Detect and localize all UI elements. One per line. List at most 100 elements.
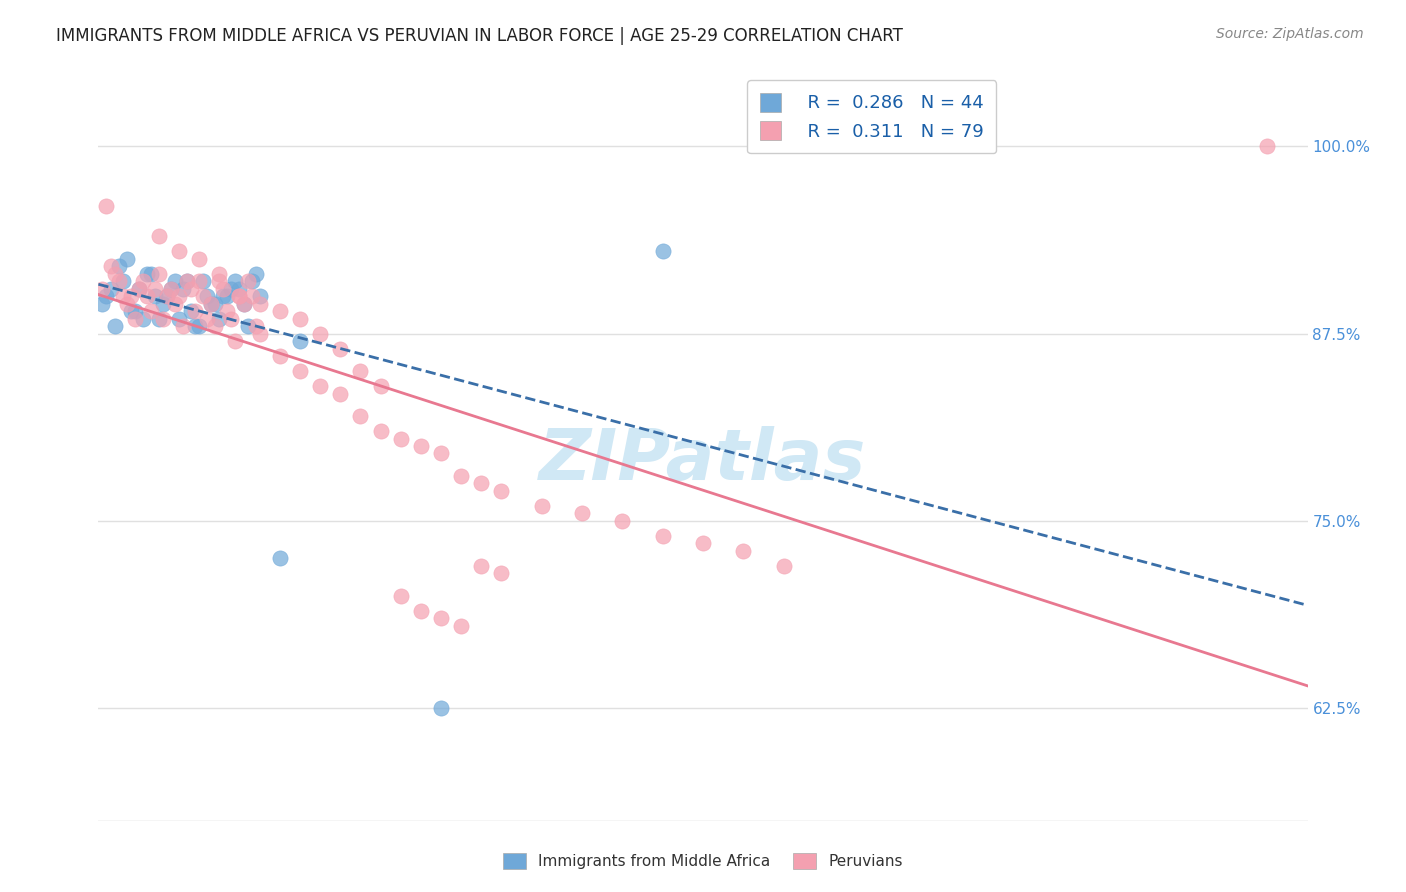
Point <box>309 379 332 393</box>
Point <box>100 259 122 273</box>
Point <box>184 319 207 334</box>
Point <box>204 296 226 310</box>
Point <box>195 311 218 326</box>
Text: ZIPatlas: ZIPatlas <box>540 426 866 495</box>
Point <box>245 319 267 334</box>
Point <box>491 566 513 581</box>
Point <box>167 244 190 259</box>
Point <box>288 311 311 326</box>
Point <box>309 326 332 341</box>
Point <box>163 296 186 310</box>
Point <box>370 424 392 438</box>
Point <box>208 311 231 326</box>
Point <box>91 282 114 296</box>
Point <box>288 334 311 348</box>
Point <box>132 274 155 288</box>
Point <box>180 282 202 296</box>
Text: Source: ZipAtlas.com: Source: ZipAtlas.com <box>1216 27 1364 41</box>
Point <box>195 289 218 303</box>
Point <box>135 289 157 303</box>
Point <box>143 289 166 303</box>
Point <box>733 544 755 558</box>
Point <box>370 379 392 393</box>
Point <box>91 296 114 310</box>
Point <box>96 289 118 303</box>
Point <box>124 311 146 326</box>
Point <box>160 282 183 296</box>
Point <box>329 386 352 401</box>
Point <box>188 274 211 288</box>
Point <box>249 326 271 341</box>
Point <box>128 282 150 296</box>
Point <box>193 274 215 288</box>
Point <box>349 409 371 423</box>
Point <box>152 311 174 326</box>
Point <box>232 296 254 310</box>
Point <box>221 282 243 296</box>
Point <box>269 551 291 566</box>
Point <box>245 267 267 281</box>
Point <box>103 319 125 334</box>
Point <box>329 342 352 356</box>
Point <box>100 282 122 296</box>
Point <box>167 289 190 303</box>
Point <box>217 304 239 318</box>
Point <box>470 558 492 573</box>
Point <box>450 469 472 483</box>
Point <box>132 311 155 326</box>
Point <box>160 282 183 296</box>
Point <box>240 289 263 303</box>
Point <box>228 289 250 303</box>
Point <box>389 589 412 603</box>
Point <box>188 319 211 334</box>
Point <box>208 267 231 281</box>
Point <box>249 296 271 310</box>
Point <box>120 289 142 303</box>
Point <box>651 244 673 259</box>
Text: IMMIGRANTS FROM MIDDLE AFRICA VS PERUVIAN IN LABOR FORCE | AGE 25-29 CORRELATION: IMMIGRANTS FROM MIDDLE AFRICA VS PERUVIA… <box>56 27 903 45</box>
Point <box>172 319 194 334</box>
Point <box>217 289 239 303</box>
Point <box>409 604 432 618</box>
Point <box>571 507 593 521</box>
Point <box>103 267 125 281</box>
Point <box>228 289 250 303</box>
Point <box>148 229 170 244</box>
Point <box>128 282 150 296</box>
Point <box>430 611 453 625</box>
Point <box>232 296 254 310</box>
Point <box>409 439 432 453</box>
Legend: Immigrants from Middle Africa, Peruvians: Immigrants from Middle Africa, Peruvians <box>496 847 910 875</box>
Point <box>135 267 157 281</box>
Point <box>349 364 371 378</box>
Point <box>221 311 243 326</box>
Point <box>180 304 202 318</box>
Point <box>156 289 179 303</box>
Point <box>772 558 794 573</box>
Point <box>172 282 194 296</box>
Point <box>228 282 250 296</box>
Point <box>249 289 271 303</box>
Point <box>240 274 263 288</box>
Point <box>269 304 291 318</box>
Point <box>111 289 134 303</box>
Point <box>491 483 513 498</box>
Point <box>651 529 673 543</box>
Point <box>236 274 259 288</box>
Point <box>530 499 553 513</box>
Point <box>193 289 215 303</box>
Point <box>124 304 146 318</box>
Point <box>389 432 412 446</box>
Point <box>156 289 179 303</box>
Point <box>450 619 472 633</box>
Point <box>470 476 492 491</box>
Point <box>288 364 311 378</box>
Point <box>120 304 142 318</box>
Point <box>188 252 211 266</box>
Point <box>612 514 634 528</box>
Point <box>139 304 162 318</box>
Point <box>208 274 231 288</box>
Point <box>212 289 235 303</box>
Point <box>143 282 166 296</box>
Point <box>148 267 170 281</box>
